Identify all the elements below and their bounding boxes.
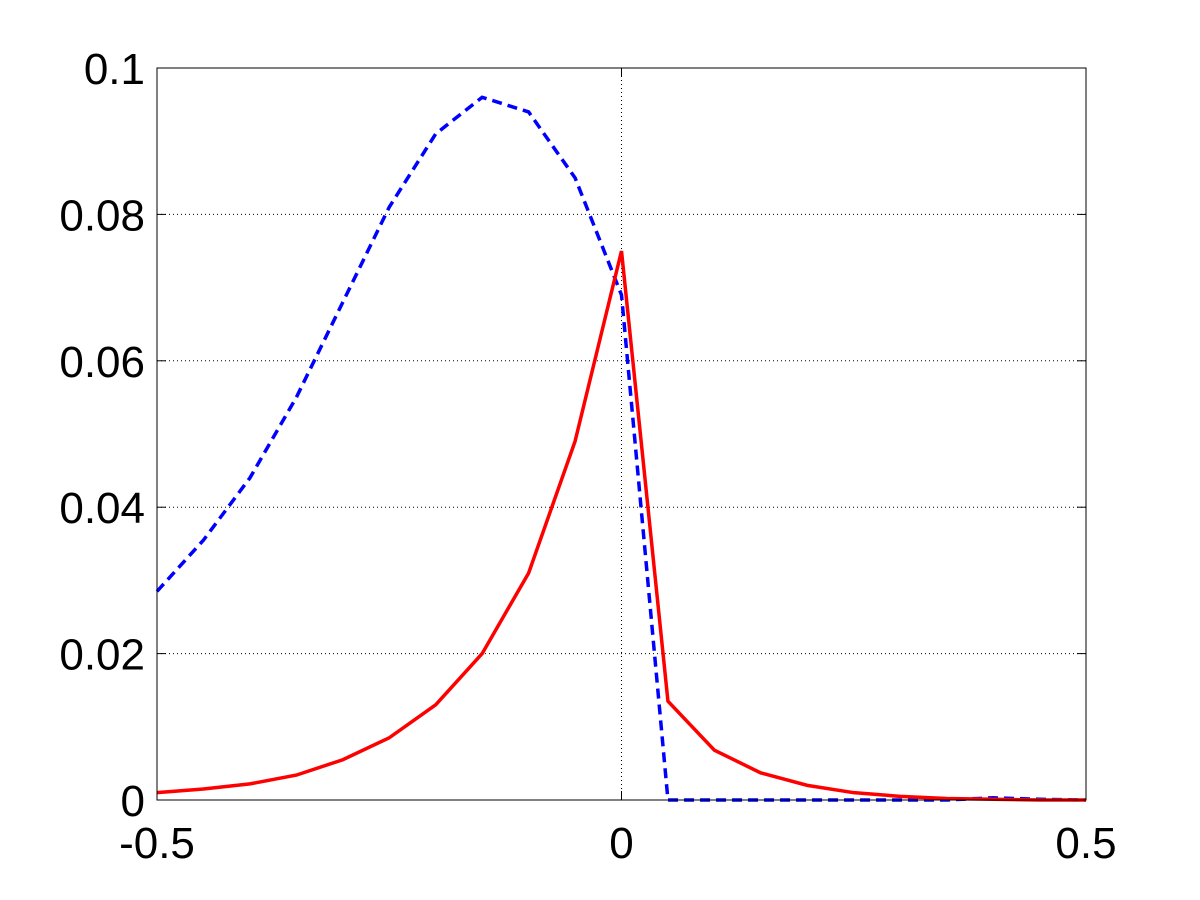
y-tick-label: 0.1 — [84, 45, 145, 94]
x-tick-label: -0.5 — [119, 819, 195, 868]
plot-area — [157, 68, 1086, 800]
y-tick-label: 0.06 — [59, 338, 145, 387]
data-line — [156, 250, 1086, 802]
plot-border — [156, 67, 1087, 801]
y-tick-label: 0.02 — [59, 631, 145, 680]
x-tick-label: 0.5 — [1055, 819, 1116, 868]
y-tick-label: 0.08 — [59, 191, 145, 240]
x-tick-label: 0 — [609, 819, 633, 868]
y-tick-label: 0.04 — [59, 484, 145, 533]
y-tick-label: 0 — [121, 777, 145, 826]
